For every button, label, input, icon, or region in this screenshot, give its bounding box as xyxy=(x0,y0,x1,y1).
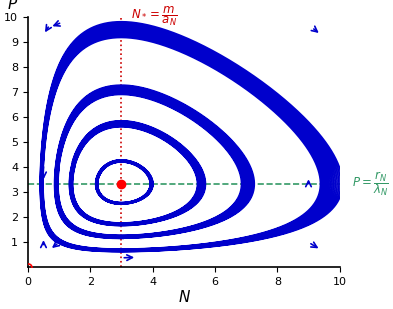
Text: $N_*=\dfrac{m}{a_N}$: $N_*=\dfrac{m}{a_N}$ xyxy=(131,4,177,28)
Y-axis label: P: P xyxy=(8,0,17,12)
X-axis label: N: N xyxy=(178,290,189,305)
Text: $P=\dfrac{r_N}{\lambda_N}$: $P=\dfrac{r_N}{\lambda_N}$ xyxy=(352,170,389,198)
